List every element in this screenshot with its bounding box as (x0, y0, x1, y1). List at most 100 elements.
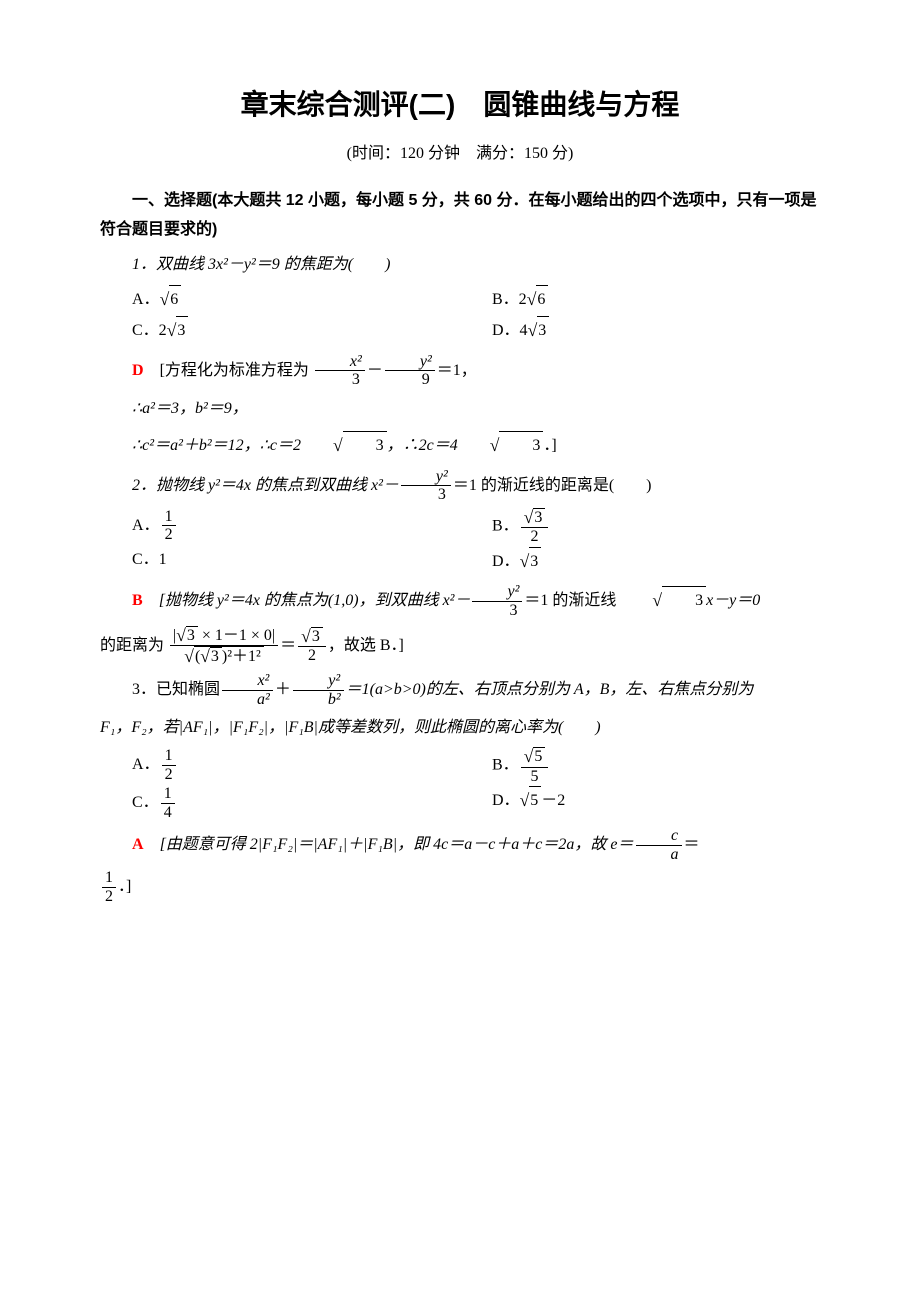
fraction: 32 (298, 627, 326, 665)
fraction: x²3 (315, 353, 365, 389)
radicand: 6 (536, 285, 548, 315)
q1-B-label: B．2 (492, 291, 527, 308)
numerator: x² (222, 672, 273, 691)
q3-explain2: 12．] (100, 869, 820, 905)
sqrt-icon: 5 (524, 747, 546, 766)
page-title: 章末综合测评(二) 圆锥曲线与方程 (100, 80, 820, 130)
radicand: 3 (537, 316, 549, 346)
radicand: 3 (176, 316, 188, 346)
sqrt-icon: (3)²＋1² (184, 646, 264, 666)
q2-opt-D: D． 3 (460, 546, 820, 578)
fraction: 55 (521, 747, 549, 785)
q1-A-label: A． (132, 291, 160, 308)
q2-stem: 2．抛物线 y²＝4x 的焦点到双曲线 x²－y²3＝1 的渐近线的距离是( ) (100, 468, 820, 504)
fraction: 12 (102, 869, 116, 905)
sqrt-icon: 3 (524, 508, 546, 527)
page-subtitle: (时间：120 分钟 满分：150 分) (100, 140, 820, 169)
numerator: y² (293, 672, 344, 691)
q1-opt-A: A． 6 (100, 284, 460, 316)
denominator: 2 (521, 528, 549, 546)
denominator: 4 (161, 804, 175, 822)
fraction: 12 (162, 508, 176, 544)
q1-D-label: D．4 (492, 322, 528, 339)
numerator: c (636, 827, 682, 846)
q1-explain3: ∴c²＝a²＋b²＝12，∴c＝23，∴2c＝43．] (100, 430, 820, 462)
q2-exp2-post: ，故选 B．] (328, 637, 404, 654)
numerator: 1 (162, 747, 176, 766)
numerator: y² (401, 468, 451, 487)
q3-options: A．12 B．55 C．14 D．5－2 (100, 747, 820, 821)
q1-exp1-pre: [方程化为标准方程为 (160, 362, 309, 379)
q3-exp-pre: [由题意可得 2|F₁F₂|＝|AF₁|＋|F₁B|，即 4c＝a－c＋a＋c＝… (160, 836, 634, 853)
q2-opt-A: A．12 (100, 508, 460, 546)
q3-stem-pre: 3．已知椭圆 (132, 681, 220, 698)
sqrt-icon: 3 (520, 546, 542, 578)
sqrt-icon: 3 (167, 315, 189, 347)
section1-header-text: 一、选择题(本大题共 12 小题，每小题 5 分，共 60 分．在每小题给出的四… (100, 192, 817, 238)
q1-explain1: D [方程化为标准方程为 x²3－y²9＝1， (100, 353, 820, 389)
numerator: |3 × 1－1 × 0| (170, 626, 278, 646)
denominator: 5 (521, 768, 549, 786)
radicand: 3 (186, 626, 198, 645)
denominator: 2 (162, 766, 176, 784)
radicand: 5 (533, 747, 545, 766)
q3-stem-line2-text: F₁，F₂，若|AF₁|，|F₁F₂|，|F₁B|成等差数列，则此椭圆的离心率为… (100, 719, 601, 736)
q2-exp1-post: x－y＝0 (706, 592, 760, 609)
q2-D-label: D． (492, 553, 520, 570)
fraction: 12 (162, 747, 176, 783)
q3-opt-D: D． 5－2 (460, 785, 820, 821)
radicand: 3 (343, 431, 387, 461)
sqrt-icon: 3 (301, 430, 387, 462)
q2-explain2: 的距离为 |3 × 1－1 × 0| (3)²＋1² ＝32，故选 B．] (100, 626, 820, 667)
q1-exp3-mid: ，∴2c＝4 (387, 437, 458, 454)
radicand: (3)²＋1² (194, 646, 264, 666)
radicand: 3 (529, 547, 541, 577)
fraction: y²b² (293, 672, 344, 708)
q3-opt-A: A．12 (100, 747, 460, 785)
q3-B-label: B． (492, 757, 519, 774)
fraction: y²3 (472, 583, 522, 619)
numerator: 1 (162, 508, 176, 527)
q3-exp-eq: ＝ (684, 836, 700, 853)
denominator: 2 (102, 888, 116, 906)
sqrt-icon: 6 (527, 284, 549, 316)
q3-explain: A [由题意可得 2|F₁F₂|＝|AF₁|＋|F₁B|，即 4c＝a－c＋a＋… (100, 827, 820, 863)
q2-options: A．12 B．32 C．1 D．3 (100, 508, 820, 578)
q2-A-label: A． (132, 516, 160, 533)
q3-D-label: D． (492, 792, 520, 809)
q3-stem-line2: F₁，F₂，若|AF₁|，|F₁F₂|，|F₁B|成等差数列，则此椭圆的离心率为… (100, 714, 820, 743)
sqrt-icon: 3 (176, 626, 198, 645)
radicand: 3 (210, 647, 222, 666)
sqrt-icon: 3 (620, 585, 706, 617)
q2-opt-C: C．1 (100, 546, 460, 578)
q2-exp1-pre: [抛物线 y²＝4x 的焦点为(1,0)，到双曲线 x²－ (159, 592, 471, 609)
numerator: x² (315, 353, 365, 372)
denominator: a (636, 846, 682, 864)
q1-exp1-post: ＝1， (437, 362, 477, 379)
sqrt-icon: 3 (528, 315, 550, 347)
q1-C-label: C．2 (132, 322, 167, 339)
q3-D-post: －2 (541, 792, 565, 809)
numerator: 1 (102, 869, 116, 888)
fraction: 32 (521, 508, 549, 546)
denominator: 3 (401, 486, 451, 504)
denominator: 9 (385, 371, 435, 389)
numerator: y² (472, 583, 522, 602)
denominator: 2 (298, 647, 326, 665)
q1-exp3-post: ．] (543, 437, 556, 454)
section1-header: 一、选择题(本大题共 12 小题，每小题 5 分，共 60 分．在每小题给出的四… (100, 187, 820, 245)
radicand: 3 (499, 431, 543, 461)
fraction: |3 × 1－1 × 0| (3)²＋1² (170, 626, 278, 667)
q3-answer: A (132, 836, 144, 853)
q2-C-label: C．1 (132, 551, 167, 568)
denominator: a² (222, 691, 273, 709)
radicand: 6 (169, 285, 181, 315)
radicand: 3 (533, 508, 545, 527)
denominator: 2 (162, 526, 176, 544)
q3-C-label: C． (132, 794, 159, 811)
fraction: ca (636, 827, 682, 863)
radicand: 5 (529, 786, 541, 816)
q3-A-label: A． (132, 756, 160, 773)
q1-stem-text: 1．双曲线 3x²－y²＝9 的焦距为( ) (132, 256, 390, 273)
q3-opt-B: B．55 (460, 747, 820, 785)
